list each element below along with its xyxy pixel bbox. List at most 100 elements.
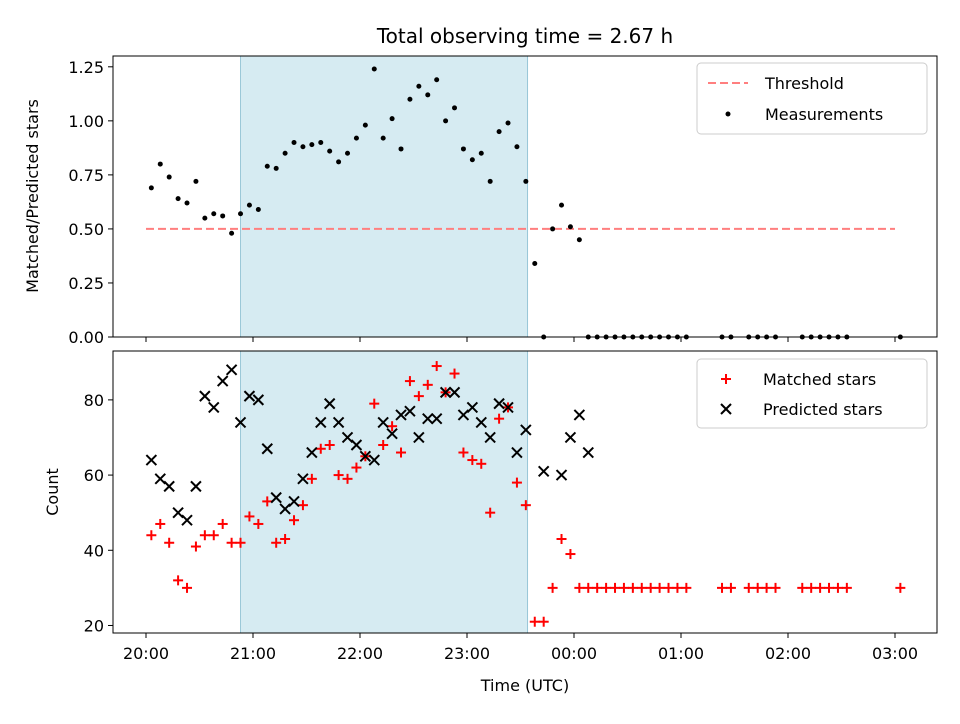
predicted-star-point [573, 409, 586, 421]
matched-star-point [574, 582, 585, 593]
measurement-point [514, 144, 520, 150]
predicted-star-point [395, 409, 407, 421]
top-y-tick-label: 1.00 [68, 112, 104, 131]
matched-star-point [841, 582, 852, 593]
matched-star-point [155, 518, 166, 529]
predicted-star-point [359, 450, 372, 462]
matched-star-point [815, 582, 826, 593]
bottom-x-tick-label: 00:00 [551, 644, 597, 663]
measurement-point [291, 139, 297, 145]
top-y-tick-label: 0.50 [68, 220, 104, 239]
matched-star-point [806, 582, 817, 593]
measurement-point [452, 105, 458, 111]
measurement-point [559, 202, 565, 208]
matched-star-point [583, 582, 594, 593]
matched-star-point [832, 582, 843, 593]
matched-star-point [663, 582, 674, 593]
measurement-point [353, 135, 359, 141]
predicted-star-point [145, 454, 158, 466]
observing-window-shade [240, 55, 529, 338]
matched-star-point [315, 443, 326, 454]
top-y-axis-label: Matched/Predicted stars [23, 99, 42, 293]
legend-predicted-label: Predicted stars [763, 400, 883, 419]
matched-star-point [262, 496, 273, 507]
matched-star-point [173, 575, 184, 586]
matched-star-point [645, 582, 656, 593]
predicted-star-point [208, 401, 220, 414]
matched-star-point [208, 530, 219, 541]
matched-star-point [824, 582, 835, 593]
predicted-star-point [252, 394, 265, 406]
predicted-star-point [582, 446, 594, 459]
matched-star-point [190, 541, 201, 552]
predicted-star-point [466, 401, 479, 414]
measurement-point [469, 157, 475, 163]
predicted-star-point [439, 386, 452, 399]
top-y-tick-label: 1.25 [68, 58, 104, 77]
measurement-point [371, 66, 377, 72]
top-legend: Threshold Measurements [696, 62, 928, 135]
measurement-point [202, 215, 208, 221]
measurement-point [576, 237, 582, 243]
measurement-point [166, 174, 172, 180]
measurement-point [434, 77, 440, 83]
matched-star-point [449, 368, 460, 379]
legend-matched-label: Matched stars [763, 370, 876, 389]
bottom-x-tick-label: 22:00 [337, 644, 383, 663]
measurement-point [523, 178, 529, 184]
legend-measurements-swatch [725, 111, 731, 117]
matched-star-point [182, 582, 193, 593]
chart-title: Total observing time = 2.67 h [376, 24, 673, 48]
matched-star-point [565, 549, 576, 560]
measurement-point [148, 185, 154, 191]
matched-star-point [511, 477, 522, 488]
matched-star-point [770, 582, 781, 593]
predicted-star-point [163, 480, 175, 493]
top-axes-frame [112, 55, 938, 338]
matched-star-point [404, 376, 415, 387]
legend-threshold-label: Threshold [764, 74, 844, 93]
measurement-point [282, 150, 288, 156]
matched-star-point [485, 507, 496, 518]
matched-star-point [422, 379, 433, 390]
matched-star-point [895, 582, 906, 593]
bottom-x-tick-label: 21:00 [230, 644, 276, 663]
predicted-star-point [377, 416, 389, 429]
measurement-point [487, 178, 493, 184]
predicted-star-point [350, 439, 363, 451]
predicted-star-point [368, 454, 380, 466]
matched-star-point [681, 582, 692, 593]
top-y-tick-label: 0.75 [68, 166, 104, 185]
measurement-point [496, 129, 502, 135]
measurement-point [255, 206, 261, 212]
measurement-point [273, 165, 279, 171]
predicted-star-point [430, 412, 443, 425]
matched-star-point [289, 515, 300, 526]
measurement-point [416, 83, 422, 89]
measurement-point [184, 200, 190, 206]
matched-star-point [547, 582, 558, 593]
predicted-star-point [270, 491, 282, 504]
measurement-point [425, 92, 431, 98]
matched-star-point [592, 582, 603, 593]
bottom-panel: 20 40 60 80 20:00 21:00 22:00 23:00 00:00 01:00 0… [43, 350, 938, 695]
measurement-point [318, 139, 324, 145]
matched-star-point [378, 440, 389, 450]
matched-star-point [280, 534, 291, 544]
predicted-star-point [502, 401, 514, 414]
matched-star-point [297, 500, 308, 511]
matched-star-point [306, 473, 317, 484]
measurement-point [300, 144, 306, 150]
matched-star-point [244, 511, 255, 522]
predicted-star-point [555, 469, 568, 481]
measurement-point [362, 122, 368, 128]
matched-star-point [672, 582, 683, 593]
measurement-point [505, 120, 511, 126]
matched-star-point [618, 582, 629, 593]
measurement-point [550, 226, 556, 232]
matched-star-point [396, 447, 407, 458]
matched-star-point [387, 421, 398, 432]
bottom-x-tick-label: 03:00 [872, 644, 918, 663]
bottom-x-tick-label: 23:00 [444, 644, 490, 663]
measurement-point [407, 96, 413, 102]
